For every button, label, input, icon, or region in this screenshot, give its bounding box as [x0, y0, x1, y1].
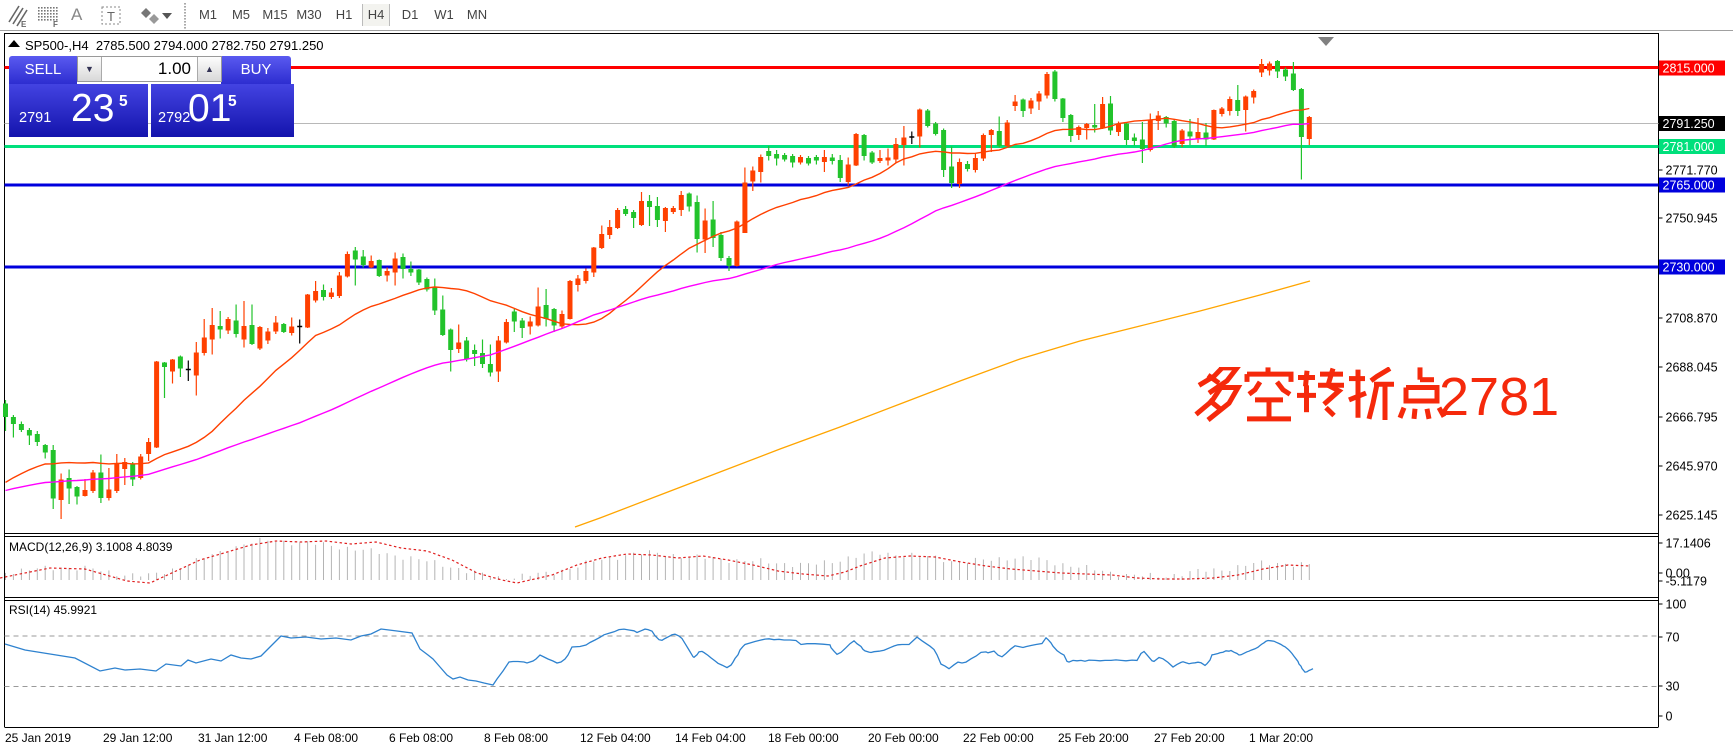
svg-text:29 Jan 12:00: 29 Jan 12:00 — [103, 731, 173, 745]
svg-text:2730.000: 2730.000 — [1663, 261, 1715, 275]
svg-text:70: 70 — [1666, 631, 1680, 645]
svg-text:100: 100 — [1666, 598, 1687, 612]
svg-text:4 Feb 08:00: 4 Feb 08:00 — [294, 731, 358, 745]
svg-text:T: T — [107, 9, 115, 24]
svg-text:2750.945: 2750.945 — [1666, 212, 1718, 226]
svg-text:0: 0 — [1666, 710, 1673, 724]
svg-text:2781.000: 2781.000 — [1663, 140, 1715, 154]
svg-text:2815.000: 2815.000 — [1663, 62, 1715, 76]
svg-text:RSI(14) 45.9921: RSI(14) 45.9921 — [9, 603, 97, 617]
svg-text:MACD(12,26,9) 3.1008 4.8039: MACD(12,26,9) 3.1008 4.8039 — [9, 540, 173, 554]
svg-text:2666.795: 2666.795 — [1666, 411, 1718, 425]
svg-text:17.1406: 17.1406 — [1666, 537, 1711, 551]
svg-text:27 Feb 20:00: 27 Feb 20:00 — [1154, 731, 1225, 745]
svg-text:-5.1179: -5.1179 — [1666, 575, 1708, 589]
svg-text:2765.000: 2765.000 — [1663, 179, 1715, 193]
svg-text:0.00: 0.00 — [1666, 567, 1690, 581]
svg-text:18 Feb 00:00: 18 Feb 00:00 — [768, 731, 839, 745]
svg-text:6 Feb 08:00: 6 Feb 08:00 — [389, 731, 453, 745]
svg-text:2645.970: 2645.970 — [1666, 460, 1718, 474]
svg-text:2688.045: 2688.045 — [1666, 361, 1718, 375]
svg-text:2625.145: 2625.145 — [1666, 509, 1718, 523]
svg-text:22 Feb 00:00: 22 Feb 00:00 — [963, 731, 1034, 745]
svg-text:F: F — [53, 20, 58, 29]
svg-text:8 Feb 08:00: 8 Feb 08:00 — [484, 731, 548, 745]
svg-text:25 Feb 20:00: 25 Feb 20:00 — [1058, 731, 1129, 745]
svg-text:2791.250: 2791.250 — [1663, 117, 1715, 131]
svg-text:2708.870: 2708.870 — [1666, 312, 1718, 326]
svg-text:2771.770: 2771.770 — [1666, 164, 1718, 178]
svg-text:1 Mar 20:00: 1 Mar 20:00 — [1249, 731, 1313, 745]
svg-text:E: E — [21, 20, 27, 29]
svg-text:12 Feb 04:00: 12 Feb 04:00 — [580, 731, 651, 745]
svg-text:31 Jan 12:00: 31 Jan 12:00 — [198, 731, 268, 745]
svg-text:20 Feb 00:00: 20 Feb 00:00 — [868, 731, 939, 745]
svg-text:14 Feb 04:00: 14 Feb 04:00 — [675, 731, 746, 745]
svg-text:SP500-,H4 2785.500 2794.000 2: SP500-,H4 2785.500 2794.000 2782.750 279… — [25, 38, 324, 53]
svg-text:25 Jan 2019: 25 Jan 2019 — [5, 731, 71, 745]
svg-text:30: 30 — [1666, 680, 1680, 694]
